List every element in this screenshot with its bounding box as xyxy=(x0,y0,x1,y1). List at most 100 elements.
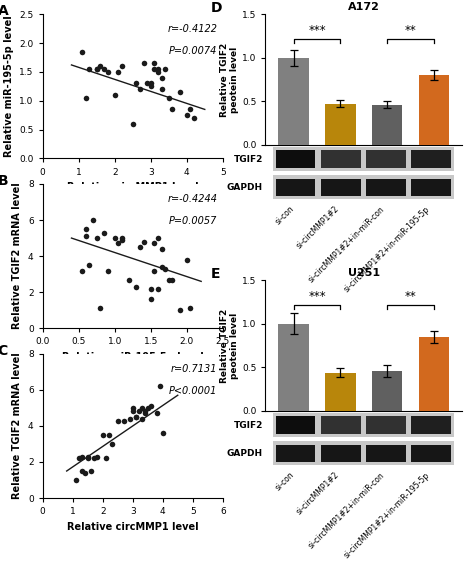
Point xyxy=(183,111,191,120)
Point xyxy=(133,79,140,88)
Point xyxy=(104,67,111,76)
Point xyxy=(156,381,164,391)
Text: P<0.0001: P<0.0001 xyxy=(169,385,218,396)
Point xyxy=(118,235,126,245)
Point xyxy=(120,416,128,425)
Point xyxy=(129,407,137,416)
Point xyxy=(183,255,191,264)
Point xyxy=(154,67,162,76)
Text: P=0.0057: P=0.0057 xyxy=(169,216,218,226)
Point xyxy=(93,234,100,243)
Point xyxy=(99,430,107,439)
Point xyxy=(93,65,100,74)
Point xyxy=(125,275,133,284)
Point xyxy=(138,414,146,423)
Point xyxy=(176,88,183,97)
Text: r=-0.4122: r=-0.4122 xyxy=(167,24,218,35)
Point xyxy=(151,266,158,275)
Text: si-con: si-con xyxy=(273,470,296,493)
Point xyxy=(158,245,165,254)
Text: si-circMMP1#2: si-circMMP1#2 xyxy=(295,470,341,517)
Point xyxy=(78,466,85,475)
Point xyxy=(82,231,90,241)
Text: GAPDH: GAPDH xyxy=(227,183,263,192)
Point xyxy=(141,407,148,416)
Title: A172: A172 xyxy=(348,2,380,12)
Point xyxy=(161,65,169,74)
Point xyxy=(108,439,116,448)
X-axis label: Relative circMMP1 level: Relative circMMP1 level xyxy=(67,522,199,531)
Bar xyxy=(419,75,449,145)
Y-axis label: Relative TGIF2 mRNA level: Relative TGIF2 mRNA level xyxy=(12,353,22,499)
Point xyxy=(147,295,155,304)
Text: TGIF2: TGIF2 xyxy=(234,155,263,164)
Point xyxy=(158,263,165,272)
Point xyxy=(79,266,86,275)
Point xyxy=(147,79,155,88)
Point xyxy=(136,243,144,252)
Bar xyxy=(278,324,309,411)
Bar xyxy=(325,104,356,145)
Point xyxy=(135,407,143,416)
Point xyxy=(187,304,194,313)
Y-axis label: Relative TGIF2
peotein level: Relative TGIF2 peotein level xyxy=(220,42,239,117)
Point xyxy=(144,404,152,413)
Point xyxy=(82,225,90,234)
Text: si-circMMP1#2+in-miR-con: si-circMMP1#2+in-miR-con xyxy=(307,204,386,284)
Point xyxy=(104,266,111,275)
Text: **: ** xyxy=(405,290,417,303)
Point xyxy=(151,59,158,68)
Point xyxy=(154,284,162,293)
Point xyxy=(72,475,80,484)
Point xyxy=(158,73,165,82)
Point xyxy=(187,105,194,114)
Point xyxy=(100,65,108,74)
Point xyxy=(114,416,121,425)
Text: si-circMMP1#2: si-circMMP1#2 xyxy=(295,204,341,251)
Point xyxy=(147,82,155,91)
Text: A: A xyxy=(0,4,9,18)
X-axis label: Relative circMMP1 level: Relative circMMP1 level xyxy=(67,182,199,192)
Point xyxy=(78,452,85,461)
Point xyxy=(132,413,139,422)
Point xyxy=(140,237,147,246)
Point xyxy=(129,119,137,128)
Point xyxy=(93,65,100,74)
Point xyxy=(154,65,162,74)
Point xyxy=(86,65,93,74)
Point xyxy=(140,59,147,68)
Point xyxy=(136,85,144,94)
Point xyxy=(115,239,122,248)
Point xyxy=(118,62,126,71)
Point xyxy=(147,284,155,293)
Text: si-circMMP1#2+in-miR-con: si-circMMP1#2+in-miR-con xyxy=(307,470,386,550)
Point xyxy=(165,275,173,284)
Bar xyxy=(419,337,449,411)
Point xyxy=(176,306,183,315)
Point xyxy=(169,105,176,114)
Point xyxy=(115,67,122,76)
Point xyxy=(93,452,100,461)
Point xyxy=(90,454,98,463)
Y-axis label: Relative miR-195-5p level: Relative miR-195-5p level xyxy=(4,15,14,157)
Point xyxy=(84,454,91,463)
Point xyxy=(79,47,86,56)
Point xyxy=(165,93,173,102)
Text: si-circMMP1#2+in-miR-195-5p: si-circMMP1#2+in-miR-195-5p xyxy=(343,470,432,560)
Point xyxy=(129,404,137,413)
Point xyxy=(132,413,139,422)
Text: P=0.0074: P=0.0074 xyxy=(169,46,218,56)
Point xyxy=(100,228,108,237)
Point xyxy=(159,428,166,438)
Text: B: B xyxy=(0,174,8,188)
Point xyxy=(190,114,198,123)
Text: si-con: si-con xyxy=(273,204,296,227)
Point xyxy=(138,404,146,413)
Bar xyxy=(278,58,309,145)
Point xyxy=(111,91,118,100)
X-axis label: Relative miR-195-5p level: Relative miR-195-5p level xyxy=(62,352,204,362)
Point xyxy=(81,468,89,477)
Point xyxy=(126,414,134,423)
Point xyxy=(84,452,91,461)
Text: C: C xyxy=(0,344,8,358)
